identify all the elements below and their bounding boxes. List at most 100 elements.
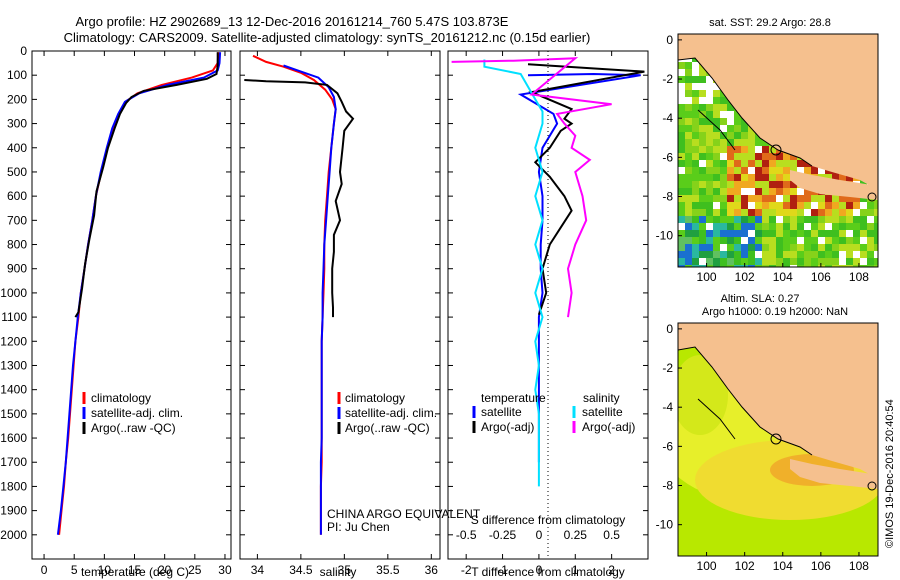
sst-cell xyxy=(692,125,699,132)
sst-cell xyxy=(678,251,685,258)
sst-cell xyxy=(685,118,692,125)
sst-cell xyxy=(678,62,685,69)
sst-cell xyxy=(832,244,839,251)
lat-tick-label: -2 xyxy=(662,72,673,86)
sst-cell xyxy=(811,230,818,237)
legend-label-s-satellite: satellite xyxy=(582,405,623,419)
sst-cell xyxy=(832,230,839,237)
sst-cell xyxy=(727,258,734,265)
sst-cell xyxy=(783,188,790,195)
sst-cell xyxy=(685,258,692,265)
float-program-annotation: CHINA ARGO EQUIVALENT xyxy=(327,507,481,521)
sst-cell xyxy=(720,195,727,202)
sst-cell xyxy=(783,216,790,223)
sla-map-subtitle: Argo h1000: 0.19 h2000: NaN xyxy=(702,306,848,318)
sst-cell xyxy=(734,174,741,181)
sst-cell xyxy=(713,237,720,244)
sst-cell xyxy=(713,258,720,265)
sst-cell xyxy=(734,118,741,125)
sst-cell xyxy=(713,146,720,153)
sst-cell xyxy=(825,209,832,216)
sst-cell xyxy=(678,174,685,181)
sst-cell xyxy=(755,188,762,195)
sst-cell xyxy=(692,76,699,83)
sst-cell xyxy=(755,209,762,216)
series-line-0 xyxy=(58,52,220,535)
s-tick-label: 0.25 xyxy=(564,528,588,542)
sst-cell xyxy=(825,216,832,223)
depth-tick-label: 1300 xyxy=(0,358,27,372)
sst-cell xyxy=(734,146,741,153)
sst-cell xyxy=(776,167,783,174)
sst-cell xyxy=(790,230,797,237)
sst-cell xyxy=(762,153,769,160)
sst-cell xyxy=(853,223,860,230)
sst-cell xyxy=(832,209,839,216)
sst-cell xyxy=(713,216,720,223)
sst-cell xyxy=(741,195,748,202)
sst-cell xyxy=(734,167,741,174)
lon-tick-label: 100 xyxy=(697,559,717,573)
sst-cell xyxy=(748,237,755,244)
x-tick-label: 30 xyxy=(218,563,232,577)
sst-cell xyxy=(776,265,783,267)
sst-cell xyxy=(762,258,769,265)
lat-tick-label: -6 xyxy=(662,150,673,164)
sst-cell xyxy=(720,139,727,146)
sst-cell xyxy=(755,195,762,202)
sst-cell xyxy=(685,195,692,202)
sst-cell xyxy=(783,223,790,230)
sst-cell xyxy=(692,118,699,125)
sst-cell xyxy=(811,251,818,258)
sst-cell xyxy=(727,153,734,160)
sst-cell xyxy=(741,230,748,237)
header-line-1: Argo profile: HZ 2902689_13 12-Dec-2016 … xyxy=(76,14,509,29)
sst-cell xyxy=(685,216,692,223)
sst-cell xyxy=(748,160,755,167)
salinity-plot-frame xyxy=(239,50,441,560)
sst-cell xyxy=(825,244,832,251)
sst-cell xyxy=(825,237,832,244)
sst-cell xyxy=(755,265,762,267)
sst-cell xyxy=(867,251,874,258)
sst-cell xyxy=(818,209,825,216)
sst-cell xyxy=(804,167,811,174)
sst-cell xyxy=(769,223,776,230)
sst-cell xyxy=(678,244,685,251)
sst-cell xyxy=(741,202,748,209)
sst-cell xyxy=(762,209,769,216)
sst-cell xyxy=(874,258,878,265)
sst-cell xyxy=(874,265,878,267)
lat-tick-label: -8 xyxy=(662,190,673,204)
sst-cell xyxy=(713,195,720,202)
sst-cell xyxy=(846,223,853,230)
lon-tick-label: 106 xyxy=(811,559,831,573)
sst-cell xyxy=(818,223,825,230)
sst-cell xyxy=(706,265,713,267)
sst-cell xyxy=(818,265,825,267)
sst-cell xyxy=(727,195,734,202)
shelf-contour xyxy=(697,398,736,440)
sst-cell xyxy=(867,223,874,230)
sst-cell xyxy=(832,223,839,230)
sst-cell xyxy=(790,195,797,202)
sst-cell xyxy=(811,195,818,202)
sst-cell xyxy=(790,181,797,188)
sst-cell xyxy=(839,202,846,209)
depth-tick-label: 0 xyxy=(20,44,27,58)
sst-cell xyxy=(720,251,727,258)
sst-cell xyxy=(692,167,699,174)
sst-cell xyxy=(755,237,762,244)
sst-cell xyxy=(678,265,685,267)
sst-cell xyxy=(685,69,692,76)
sst-cell xyxy=(706,251,713,258)
sst-cell xyxy=(692,251,699,258)
sst-cell xyxy=(755,153,762,160)
sst-cell xyxy=(741,244,748,251)
sst-cell xyxy=(734,188,741,195)
sst-cell xyxy=(853,195,860,202)
sst-cell xyxy=(713,153,720,160)
sst-cell xyxy=(706,188,713,195)
sst-cell xyxy=(685,188,692,195)
t-tick-label: 1 xyxy=(572,563,579,577)
